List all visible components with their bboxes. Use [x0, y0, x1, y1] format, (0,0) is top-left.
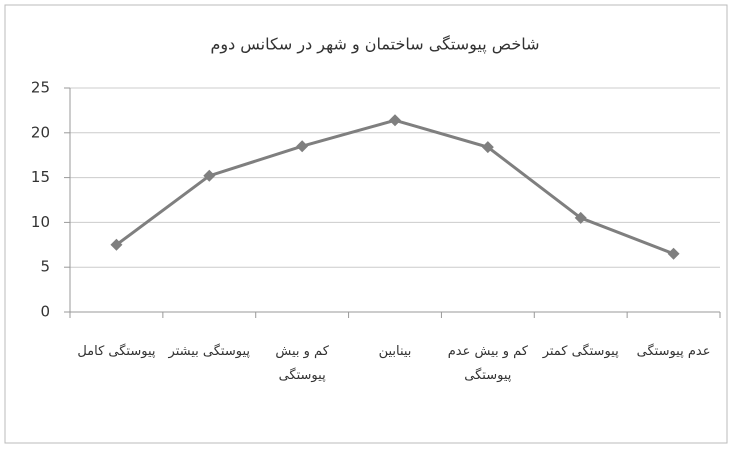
x-tick-label: عدم پیوستگی — [636, 344, 711, 359]
x-tick-label: کم و بیش پیوستگی — [275, 344, 329, 383]
y-tick-label: 0 — [40, 303, 50, 321]
x-tick-label: پیوستگی کمتر — [542, 344, 619, 359]
y-tick-label: 10 — [31, 213, 50, 231]
marker — [667, 247, 680, 260]
x-tick-label: پیوستگی بیشتر — [168, 344, 250, 359]
y-tick-label: 5 — [40, 258, 50, 276]
y-tick-label: 25 — [31, 79, 50, 97]
marker — [203, 169, 216, 182]
chart-frame — [4, 4, 728, 444]
marker — [110, 238, 123, 251]
marker — [389, 114, 401, 127]
marker — [574, 211, 587, 224]
y-tick-label: 20 — [31, 123, 50, 141]
marker — [296, 140, 309, 153]
x-tick-label: بینابین — [378, 344, 412, 359]
x-tick-label: کم و بیش عدم پیوستگی — [447, 344, 528, 383]
y-tick-label: 15 — [31, 168, 50, 186]
marker — [481, 141, 494, 154]
x-tick-label: پیوستگی کامل — [77, 344, 156, 359]
chart-title: شاخص پیوستگی ساختمان و شهر در سکانس دوم — [210, 35, 539, 55]
